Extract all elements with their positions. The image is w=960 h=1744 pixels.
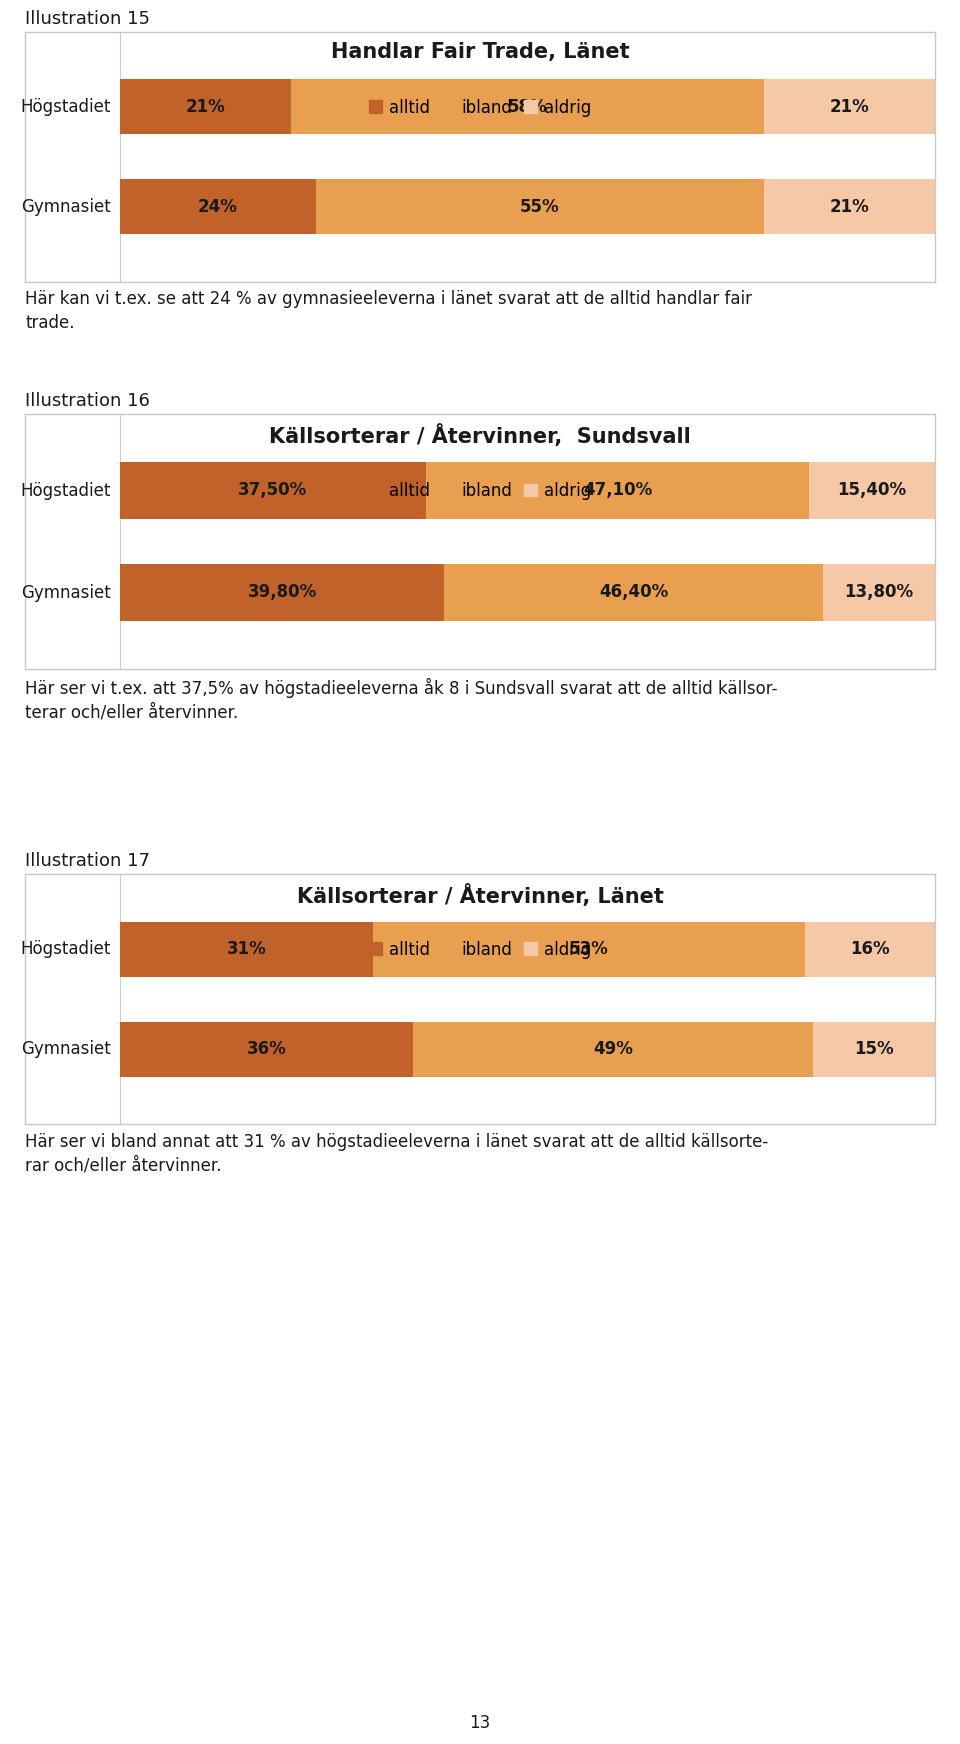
Bar	[764, 180, 935, 234]
Text: 21%: 21%	[829, 199, 870, 216]
Text: Gymnasiet: Gymnasiet	[21, 199, 111, 216]
Text: Gymnasiet: Gymnasiet	[21, 1039, 111, 1059]
Text: 13,80%: 13,80%	[844, 584, 913, 602]
Bar	[120, 921, 372, 977]
Bar	[120, 80, 291, 134]
Text: Här ser vi t.ex. att 37,5% av högstadieeleverna åk 8 i Sundsvall svarat att de a: Här ser vi t.ex. att 37,5% av högstadiee…	[25, 678, 778, 722]
Bar	[444, 565, 823, 621]
Text: 39,80%: 39,80%	[248, 584, 317, 602]
Text: Här kan vi t.ex. se att 24 % av gymnasieeleverna i länet svarat att de alltid ha: Här kan vi t.ex. se att 24 % av gymnasie…	[25, 290, 752, 331]
Text: Illustration 16: Illustration 16	[25, 392, 150, 410]
Bar	[813, 1022, 935, 1076]
Text: 13: 13	[469, 1714, 491, 1732]
Text: 46,40%: 46,40%	[599, 584, 668, 602]
Text: Illustration 17: Illustration 17	[25, 853, 150, 870]
Text: Här ser vi bland annat att 31 % av högstadieeleverna i länet svarat att de allti: Här ser vi bland annat att 31 % av högst…	[25, 1134, 768, 1175]
Text: 31%: 31%	[227, 940, 266, 957]
Text: 53%: 53%	[568, 940, 609, 957]
Text: Illustration 15: Illustration 15	[25, 10, 150, 28]
Bar	[804, 921, 935, 977]
Text: 15,40%: 15,40%	[838, 481, 907, 499]
Legend: alltid, ibland, aldrig: alltid, ibland, aldrig	[366, 478, 594, 502]
Text: Källsorterar / Återvinner, Länet: Källsorterar / Återvinner, Länet	[297, 884, 663, 907]
Bar	[414, 1022, 813, 1076]
Bar	[120, 565, 444, 621]
Legend: alltid, ibland, aldrig: alltid, ibland, aldrig	[366, 96, 594, 120]
Text: 21%: 21%	[185, 98, 226, 117]
Bar	[823, 565, 935, 621]
Bar	[120, 462, 425, 518]
Text: 49%: 49%	[593, 1039, 633, 1059]
Text: Handlar Fair Trade, Länet: Handlar Fair Trade, Länet	[330, 42, 630, 63]
Text: 21%: 21%	[829, 98, 870, 117]
Bar	[372, 921, 804, 977]
Bar	[120, 180, 316, 234]
Bar	[425, 462, 809, 518]
Text: 47,10%: 47,10%	[583, 481, 652, 499]
Text: Gymnasiet: Gymnasiet	[21, 584, 111, 602]
Legend: alltid, ibland, aldrig: alltid, ibland, aldrig	[366, 937, 594, 963]
Bar	[316, 180, 764, 234]
Text: 24%: 24%	[198, 199, 238, 216]
Text: 55%: 55%	[520, 199, 560, 216]
Bar	[764, 80, 935, 134]
Bar	[291, 80, 764, 134]
Text: Högstadiet: Högstadiet	[20, 98, 111, 117]
Text: 58%: 58%	[508, 98, 547, 117]
Text: Källsorterar / Återvinner,  Sundsvall: Källsorterar / Återvinner, Sundsvall	[269, 424, 691, 446]
Bar	[120, 1022, 414, 1076]
Bar	[809, 462, 935, 518]
Text: 36%: 36%	[247, 1039, 287, 1059]
Text: Högstadiet: Högstadiet	[20, 481, 111, 499]
Text: 37,50%: 37,50%	[238, 481, 307, 499]
Text: 16%: 16%	[850, 940, 890, 957]
Text: Högstadiet: Högstadiet	[20, 940, 111, 957]
Text: 15%: 15%	[854, 1039, 894, 1059]
